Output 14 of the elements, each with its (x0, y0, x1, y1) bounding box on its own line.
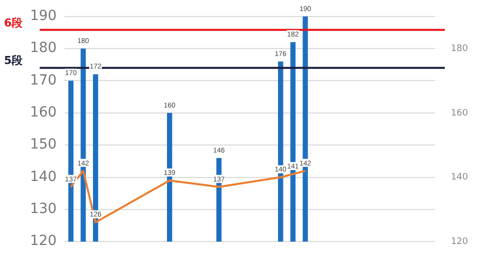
y2-tick-label: 160 (450, 108, 468, 118)
y-tick-label: 130 (30, 201, 57, 218)
y-tick-label: 140 (30, 168, 57, 185)
y2-tick-label: 140 (450, 172, 468, 183)
y-tick-label: 180 (30, 40, 57, 56)
ref-line-label: 6段 (4, 16, 24, 30)
y2-tick-label: 180 (450, 44, 468, 54)
y-tick-label: 190 (30, 8, 57, 24)
ref-line-label: 5段 (4, 54, 24, 68)
y-tick-label: 150 (30, 136, 57, 153)
y-tick-label: 120 (30, 233, 57, 250)
y2-tick-label: 120 (450, 236, 468, 247)
y-tick-label: 170 (30, 72, 57, 88)
y-tick-label: 160 (30, 104, 57, 121)
